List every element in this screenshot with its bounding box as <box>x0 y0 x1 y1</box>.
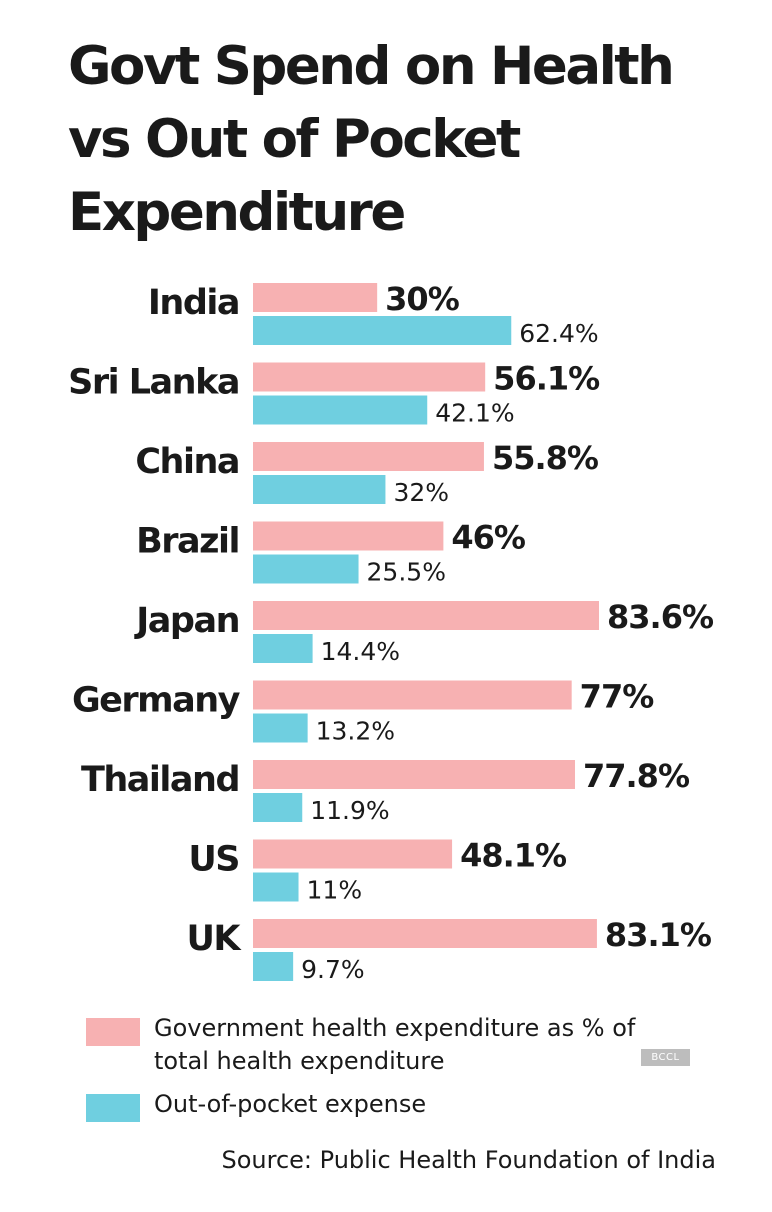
value-label-gov-brazil: 46% <box>451 519 526 557</box>
chart-title: Govt Spend on Health vs Out of Pocket Ex… <box>68 36 675 243</box>
bar-gov-japan <box>253 601 599 630</box>
bar-oop-india <box>253 316 512 345</box>
chart-legend: Government health expenditure as % of to… <box>86 1012 646 1122</box>
bar-oop-brazil <box>253 554 359 584</box>
value-label-gov-sri-lanka: 56.1% <box>493 360 600 398</box>
bar-chart: India 30% 62.4% Sri Lanka 56.1%42.1% China 55.… <box>68 280 715 984</box>
value-label-gov-germany: 77% <box>580 678 655 716</box>
country-label-china: China <box>135 442 239 482</box>
legend-item-gov: Government health expenditure as % of to… <box>86 1012 646 1078</box>
bar-gov-thailand <box>253 760 575 789</box>
bar-oop-china <box>253 475 386 504</box>
bar-oop-germany <box>253 713 308 743</box>
value-label-oop-sri-lanka: 42.1% <box>435 399 514 428</box>
legend-swatch-gov <box>86 1018 140 1046</box>
value-label-gov-us: 48.1% <box>460 837 567 875</box>
country-label-india: India <box>148 283 239 323</box>
legend-label-oop: Out-of-pocket expense <box>154 1090 427 1118</box>
source-note: Source: Public Health Foundation of Indi… <box>221 1146 717 1174</box>
value-label-oop-us: 11% <box>307 876 363 905</box>
value-label-oop-china: 32% <box>393 478 449 507</box>
bar-gov-brazil <box>253 521 444 551</box>
value-label-gov-india: 30% <box>385 280 460 318</box>
country-label-sri-lanka: Sri Lanka <box>68 363 239 403</box>
bar-gov-sri-lanka <box>253 362 486 392</box>
legend-item-oop: Out-of-pocket expense <box>86 1088 646 1122</box>
bar-gov-india <box>253 283 378 312</box>
country-label-uk: UK <box>186 919 242 959</box>
bar-gov-china <box>253 442 484 471</box>
value-label-oop-india: 62.4% <box>519 319 598 348</box>
value-label-gov-china: 55.8% <box>492 439 599 477</box>
legend-label-gov: Government health expenditure as % of to… <box>154 1014 636 1075</box>
country-label-japan: Japan <box>134 601 239 641</box>
bar-gov-germany <box>253 680 572 710</box>
value-label-oop-uk: 9.7% <box>301 955 365 984</box>
value-label-oop-brazil: 25.5% <box>367 558 446 587</box>
bar-gov-us <box>253 839 453 869</box>
bar-oop-uk <box>253 952 294 981</box>
value-label-oop-thailand: 11.9% <box>310 796 389 825</box>
bar-oop-sri-lanka <box>253 395 428 425</box>
country-label-us: US <box>188 840 239 880</box>
value-label-oop-japan: 14.4% <box>321 637 400 666</box>
value-label-oop-germany: 13.2% <box>316 717 395 746</box>
bar-oop-us <box>253 872 299 902</box>
bccl-badge: BCCL <box>641 1049 690 1066</box>
value-label-gov-thailand: 77.8% <box>583 757 690 795</box>
legend-swatch-oop <box>86 1094 140 1122</box>
value-label-gov-japan: 83.6% <box>607 598 714 636</box>
bar-oop-thailand <box>253 793 303 822</box>
country-label-germany: Germany <box>72 681 241 721</box>
bar-oop-japan <box>253 634 313 663</box>
country-label-thailand: Thailand <box>81 760 239 800</box>
bar-gov-uk <box>253 919 597 948</box>
value-label-gov-uk: 83.1% <box>605 916 712 954</box>
country-label-brazil: Brazil <box>136 522 239 562</box>
